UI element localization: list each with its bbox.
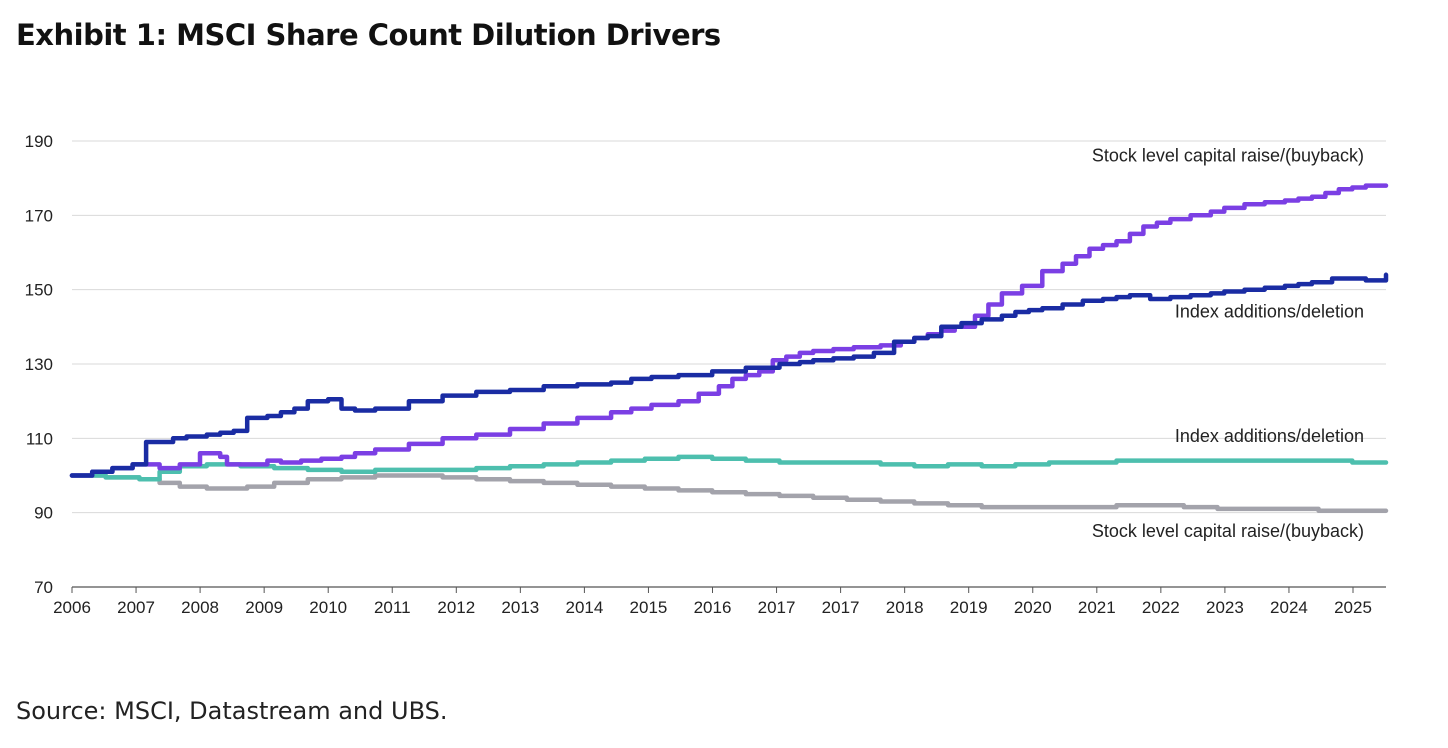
x-tick-label: 2011 — [374, 598, 411, 617]
x-tick-label: 2013 — [501, 598, 539, 617]
x-tick-label: 2023 — [1206, 598, 1244, 617]
series-line — [69, 272, 1389, 478]
x-tick-label: 2024 — [1270, 598, 1308, 617]
series-annotation: Index additions/deletion — [1175, 426, 1364, 446]
x-tick-label: 2014 — [565, 598, 603, 617]
y-tick-label: 70 — [34, 578, 53, 597]
x-axis: 2006 2007 2008 2009 2010 2011 2012 2013 2014 2015… — [53, 586, 1386, 617]
x-tick-label: 2020 — [1014, 598, 1052, 617]
gridlines — [72, 140, 1386, 514]
x-tick-label: 2025 — [1334, 598, 1372, 617]
y-tick-label: 170 — [25, 206, 53, 225]
source-note: Source: MSCI, Datastream and UBS. — [16, 697, 448, 725]
series-annotation: Index additions/deletion — [1175, 302, 1364, 322]
x-tick-label: 2022 — [1142, 598, 1180, 617]
chart-title: Exhibit 1: MSCI Share Count Dilution Dri… — [16, 18, 721, 52]
x-tick-label: 2016 — [694, 598, 732, 617]
y-axis-ticks: 70 90 110 130 150 170 190 — [25, 132, 53, 597]
series-annotation: Stock level capital raise/(buyback) — [1092, 521, 1364, 541]
y-tick-label: 190 — [25, 132, 53, 151]
x-tick-label: 2015 — [630, 598, 668, 617]
y-tick-label: 150 — [25, 281, 53, 300]
x-tick-label: 2021 — [1078, 598, 1116, 617]
x-tick-label: 2008 — [181, 598, 219, 617]
y-tick-label: 90 — [34, 504, 53, 523]
x-tick-label: 2019 — [950, 598, 988, 617]
series-line — [69, 183, 1389, 478]
x-tick-label: 2010 — [309, 598, 347, 617]
y-tick-label: 110 — [26, 429, 53, 448]
x-tick-label: 2017 — [758, 598, 796, 617]
line-chart: 70 90 110 130 150 170 190 2006 2007 2008 2009 2010… — [25, 132, 1389, 617]
series-line — [69, 473, 1389, 514]
y-tick-label: 130 — [25, 355, 53, 374]
series-annotations: Stock level capital raise/(buyback) Index… — [1092, 145, 1364, 540]
x-tick-label: 2009 — [245, 598, 283, 617]
x-tick-label: 2017 — [822, 598, 860, 617]
series-annotation: Stock level capital raise/(buyback) — [1092, 145, 1364, 165]
x-tick-label: 2018 — [886, 598, 924, 617]
x-tick-label: 2006 — [53, 598, 91, 617]
x-tick-label: 2012 — [437, 598, 475, 617]
x-tick-label: 2007 — [117, 598, 155, 617]
series-lines — [69, 183, 1389, 514]
